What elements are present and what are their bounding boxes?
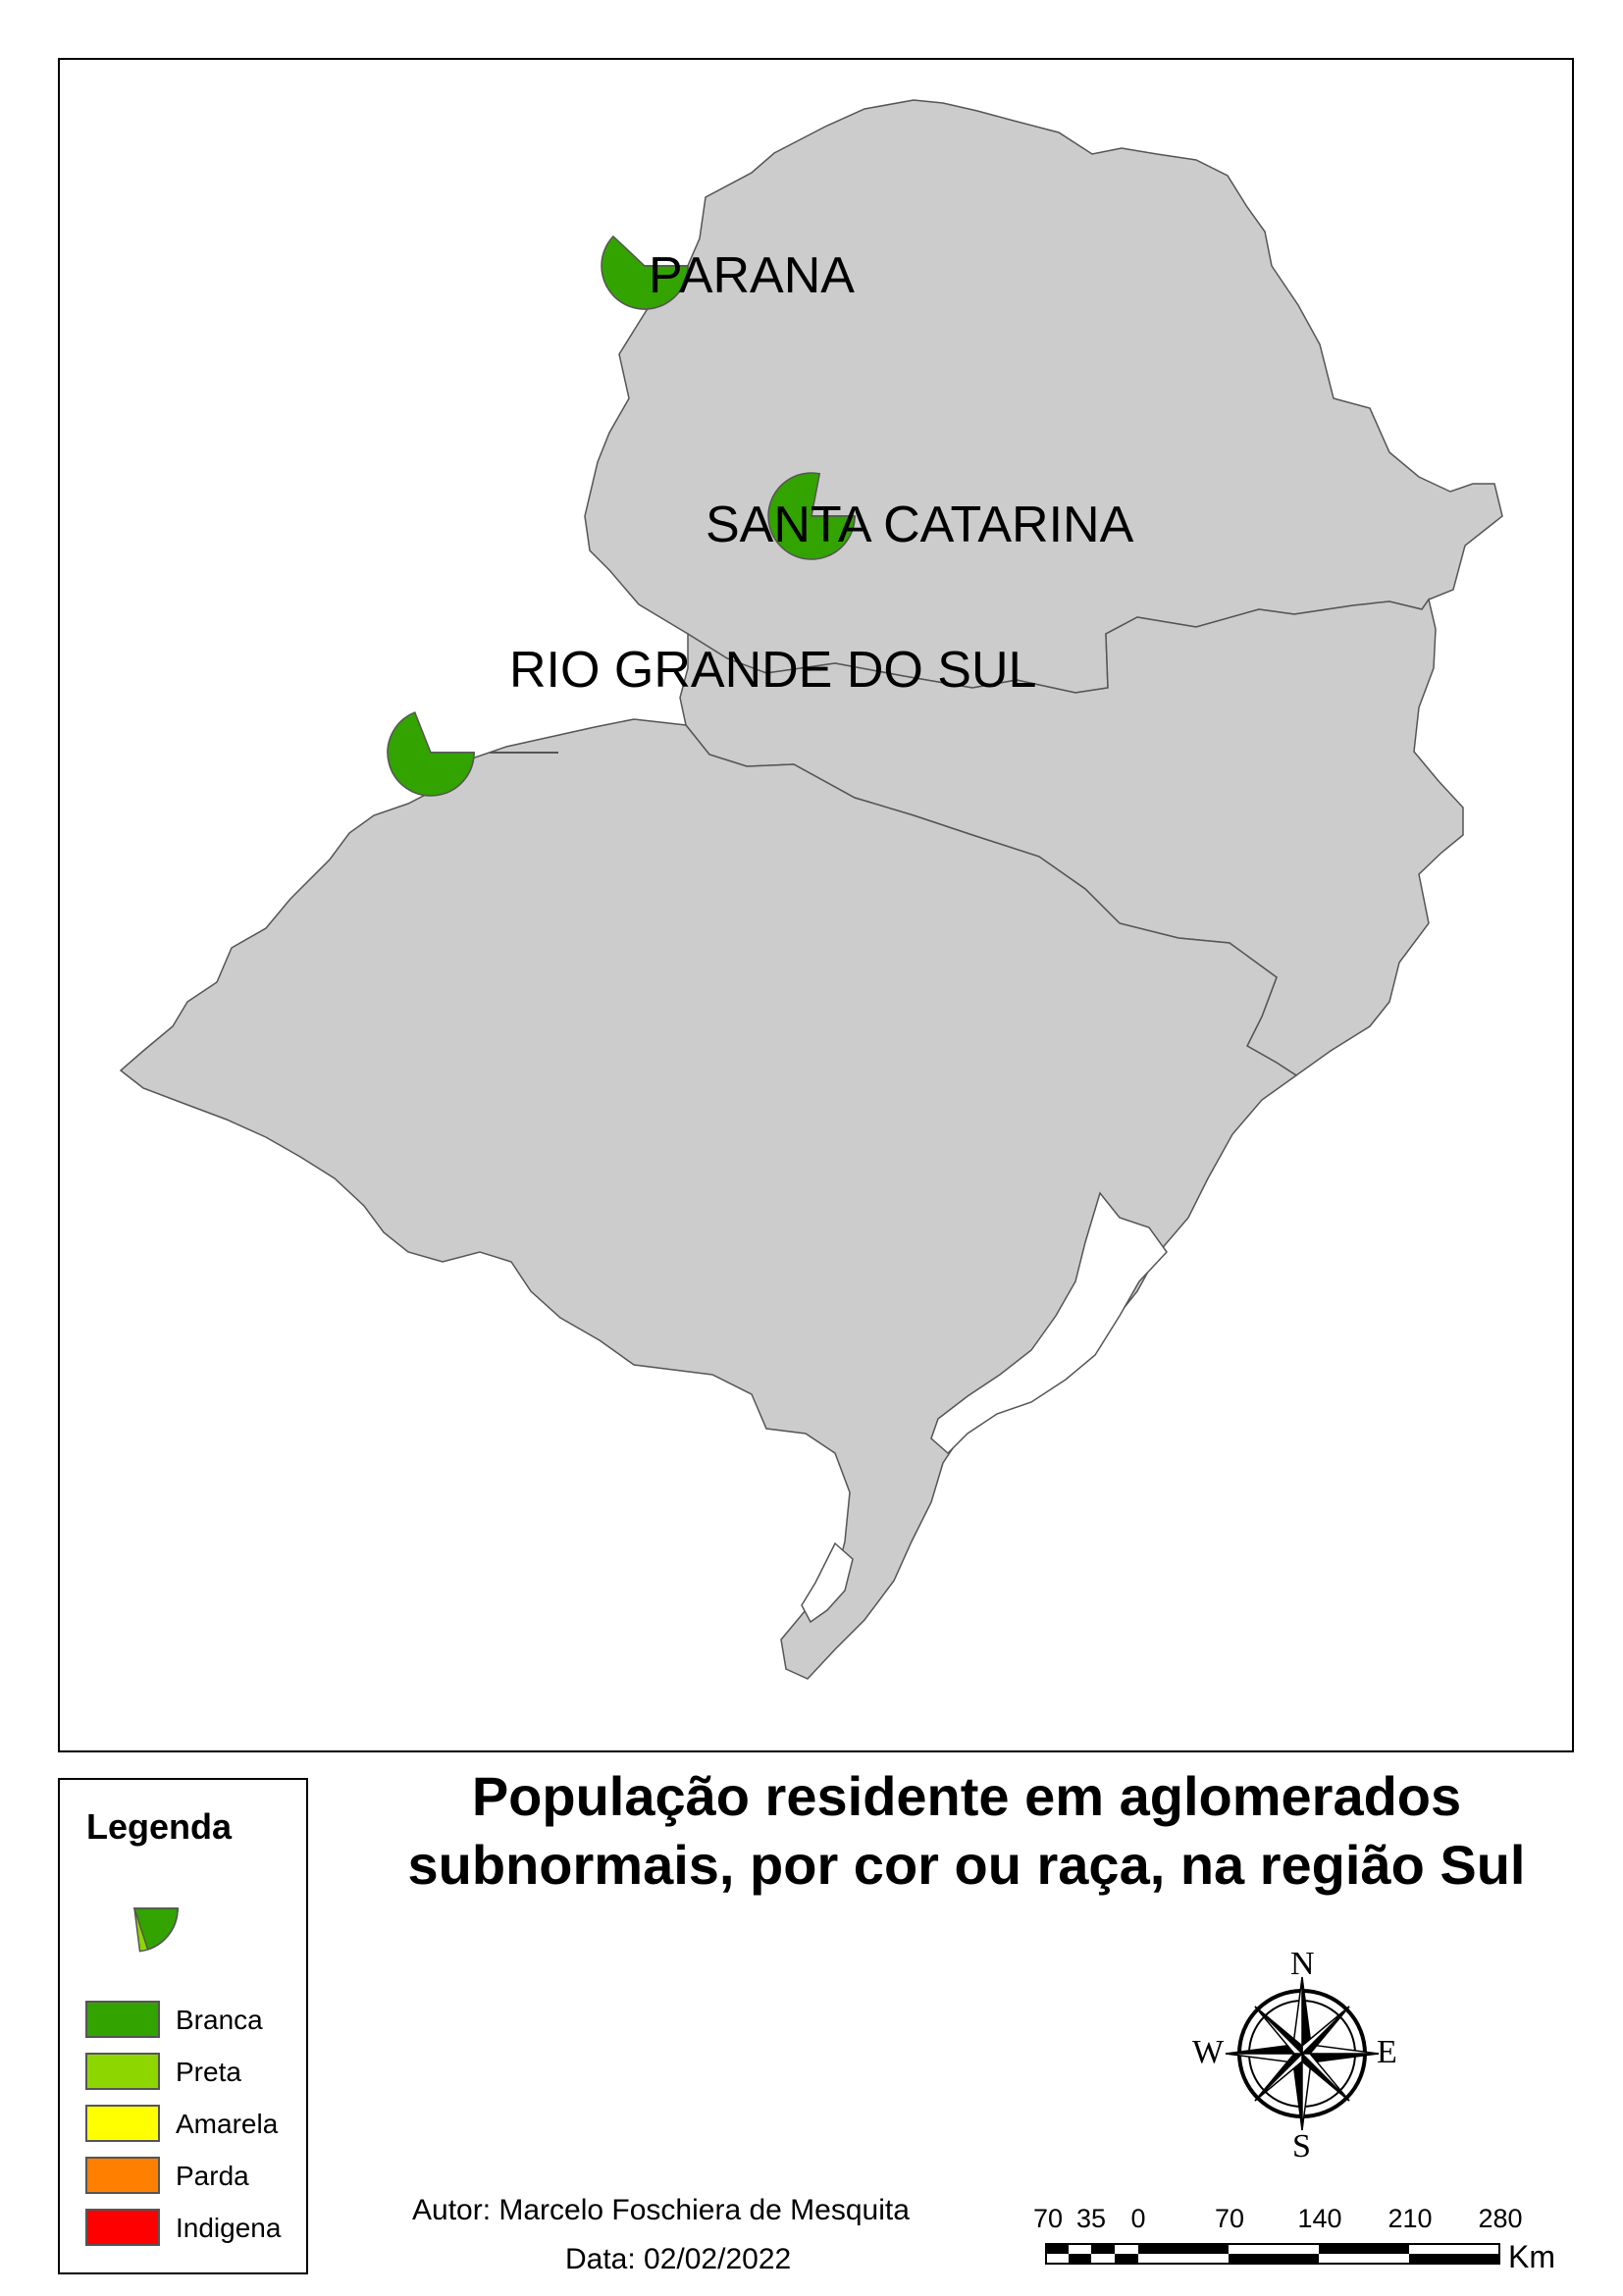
scale-label: 0 (1130, 2204, 1146, 2233)
date-credit: Data: 02/02/2022 (565, 2243, 792, 2275)
state-shape-rio-grande-do-sul[interactable] (119, 718, 1298, 1680)
scale-label: 210 (1387, 2204, 1433, 2233)
state-label-santa-catarina: SANTA CATARINA (706, 496, 1134, 553)
pie-chart-rio-grande-do-sul (387, 711, 475, 797)
legend-swatch (85, 2001, 160, 2038)
scale-label: 140 (1297, 2204, 1342, 2233)
legend-label: Parda (176, 2161, 249, 2191)
map-canvas (119, 99, 1503, 1680)
scale-label: 280 (1478, 2204, 1523, 2233)
legend: Legenda Branca Preta Amarela Parda Indig… (58, 1778, 308, 2274)
pie-slice-branca (132, 1907, 179, 1951)
legend-swatch (85, 2157, 160, 2194)
scale-label: 35 (1075, 2204, 1107, 2233)
legend-label: Preta (176, 2057, 241, 2087)
pie-slice-branca (767, 472, 856, 560)
compass-south-label: S (1292, 2128, 1311, 2165)
legend-swatch (85, 2105, 160, 2142)
legend-pie-icon (132, 1907, 179, 1953)
map-title-line-1: População residente em aglomerados (471, 1765, 1462, 1827)
legend-swatch (85, 2209, 160, 2246)
legend-swatch (85, 2053, 160, 2090)
state-label-rio-grande-do-sul: RIO GRANDE DO SUL (509, 642, 1037, 699)
author-credit: Autor: Marcelo Foschiera de Mesquita (412, 2194, 910, 2226)
compass-east-label: E (1377, 2034, 1397, 2070)
scale-label: 70 (1032, 2204, 1064, 2233)
map-frame: PARANA SANTA CATARINA RIO GRANDE DO SUL (58, 58, 1574, 1752)
scale-bar (1045, 2243, 1500, 2265)
compass-rose-icon (1225, 1976, 1380, 2131)
compass-north-label: N (1290, 1946, 1315, 1982)
pie-chart-parana (601, 235, 689, 310)
state-label-parana: PARANA (649, 247, 855, 304)
pie-slice-branca (601, 235, 689, 310)
legend-label: Branca (176, 2005, 263, 2035)
scale-label: 70 (1214, 2204, 1245, 2233)
scale-unit: Km (1508, 2239, 1555, 2274)
north-arrow: N S E W (1182, 1946, 1408, 2165)
pie-slice-branca (387, 711, 475, 797)
legend-label: Indigena (176, 2213, 282, 2243)
lagoon-shape-south (801, 1541, 854, 1624)
legend-label: Amarela (176, 2109, 279, 2139)
map-title: População residente em aglomerados subno… (334, 1762, 1599, 1900)
map-title-line-2: subnormais, por cor ou raça, na região S… (407, 1834, 1526, 1896)
legend-title: Legenda (86, 1806, 233, 1847)
compass-west-label: W (1192, 2034, 1225, 2070)
lagoon-shape (930, 1191, 1168, 1455)
pie-chart-santa-catarina (767, 472, 856, 560)
